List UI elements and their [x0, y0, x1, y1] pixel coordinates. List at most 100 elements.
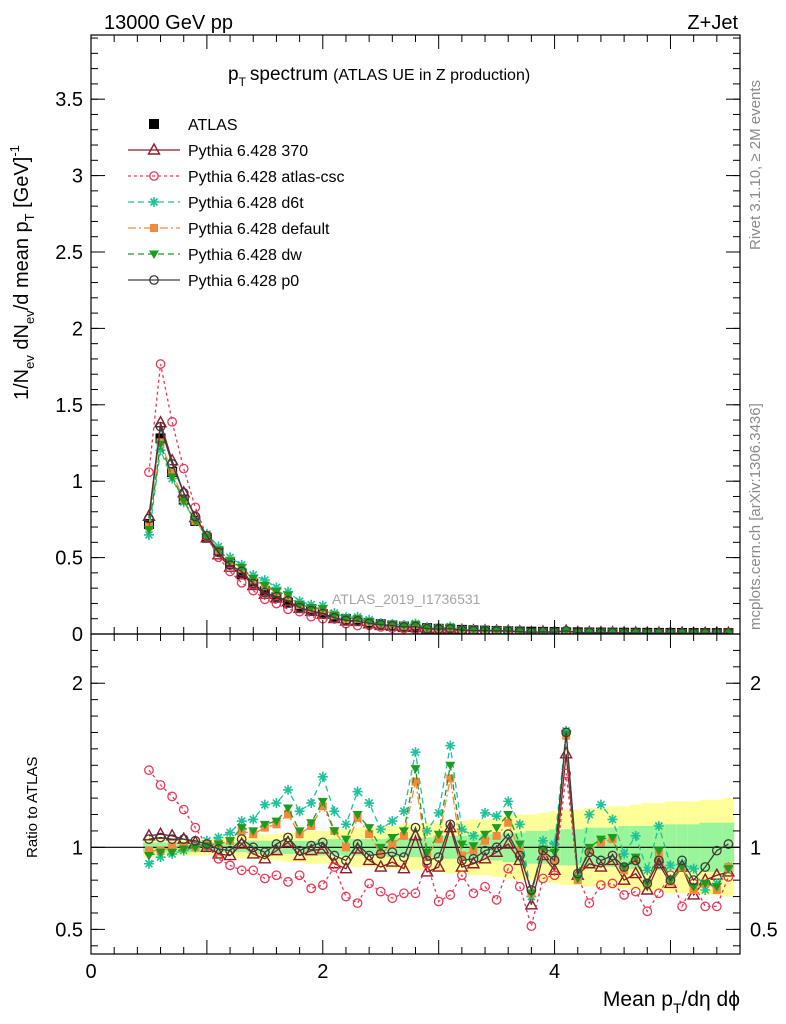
data-point-dw: [236, 563, 247, 573]
ratio-point-default: [504, 818, 513, 827]
data-point-p0: [213, 547, 224, 558]
ratio-point-dw: [398, 827, 409, 836]
ratio-point-dw: [711, 883, 722, 892]
ratio-point-d6t: [340, 819, 351, 830]
data-point-d6t: [271, 582, 282, 593]
ratio-point-p370: [385, 854, 400, 867]
data-point-p0: [561, 625, 572, 634]
ratio-point-atlascsc: [283, 876, 293, 887]
data-point-p0: [352, 616, 363, 626]
data-point-p0: [329, 612, 340, 623]
ratio-point-atlascsc: [700, 901, 711, 912]
ratio-point-p0: [653, 855, 664, 866]
ratio-point-atlascsc: [433, 896, 444, 907]
ratio-point-dw: [653, 847, 664, 856]
ratio-point-p0: [387, 847, 398, 858]
ratio-point-atlascsc: [607, 878, 618, 889]
ratio-point-dw: [422, 848, 433, 858]
data-point-p0: [167, 459, 178, 469]
ratio-point-p0: [561, 727, 572, 738]
ratio-point-p0: [468, 853, 479, 864]
ratio-point-dw: [248, 827, 259, 836]
data-point-p0: [399, 622, 409, 632]
ratio-point-dw: [155, 848, 166, 858]
ratio-y-axis-label: Ratio to ATLAS: [24, 757, 41, 858]
ratio-point-dw: [352, 811, 363, 820]
ratio-point-dw: [630, 853, 641, 863]
data-point-atlas: [271, 592, 282, 603]
ratio-point-dw: [364, 824, 375, 833]
data-point-dw: [225, 557, 236, 566]
ratio-point-p0: [213, 844, 224, 854]
ratio-point-default: [411, 777, 420, 786]
ratio-point-d6t: [642, 865, 653, 876]
ratio-point-p0: [225, 845, 235, 856]
top-y-axis-label: 1/Nev dNev/d mean pT [GeV]-1: [7, 145, 37, 400]
ratio-point-dw: [259, 820, 270, 830]
legend-label-dw: Pythia 6.428 dw: [188, 247, 302, 264]
ratio-point-d6t: [283, 784, 294, 795]
data-point-atlas: [236, 569, 247, 580]
ratio-point-atlascsc: [178, 804, 189, 815]
ratio-point-p370: [165, 828, 179, 841]
legend-marker-p370: [147, 142, 161, 155]
ratio-point-p0: [190, 835, 201, 846]
ratio-point-atlascsc: [630, 886, 641, 897]
ratio-point-default: [144, 846, 153, 855]
top-y-tick-label: 0.5: [55, 548, 83, 570]
data-point-p0: [480, 625, 490, 634]
data-point-p0: [503, 626, 514, 634]
ratio-point-atlascsc: [329, 862, 340, 872]
ratio-point-d6t: [514, 819, 525, 830]
data-point-default: [168, 468, 177, 477]
ratio-point-atlascsc: [456, 870, 467, 881]
data-point-p0: [422, 623, 432, 634]
ratio-point-p0: [711, 845, 722, 856]
ratio-point-dw: [329, 827, 340, 836]
ratio-point-p0: [399, 852, 409, 863]
ratio-point-atlascsc: [491, 894, 502, 905]
data-point-p0: [607, 627, 618, 634]
ratio-point-atlascsc: [399, 888, 409, 899]
ratio-point-d6t: [503, 796, 514, 807]
header-process: Z+Jet: [687, 12, 738, 34]
ratio-point-atlascsc: [503, 863, 514, 874]
ratio-point-dw: [503, 811, 514, 820]
ratio-point-atlascsc: [271, 870, 282, 881]
data-point-p0: [294, 602, 305, 613]
ratio-point-dw: [445, 761, 456, 771]
top-y-tick-label: 0: [72, 624, 83, 646]
data-point-p0: [271, 591, 282, 602]
ratio-point-default: [388, 840, 397, 849]
header-energy: 13000 GeV pp: [104, 12, 233, 34]
ratio-point-p0: [503, 829, 514, 840]
ratio-point-p0: [201, 839, 212, 849]
ratio-point-d6t: [549, 839, 560, 850]
ratio-point-d6t: [468, 830, 479, 841]
data-point-p0: [155, 421, 166, 432]
ratio-point-default: [481, 836, 490, 845]
ratio-point-dw: [549, 848, 560, 858]
top-y-tick-label: 2.5: [55, 242, 83, 264]
ratio-point-dw: [491, 824, 502, 833]
ratio-point-d6t: [653, 821, 664, 831]
ratio-point-atlascsc: [259, 873, 270, 884]
ratio-point-d6t: [688, 863, 699, 874]
ratio-point-p0: [665, 875, 676, 886]
top-panel-series: [142, 359, 734, 634]
ratio-point-d6t: [387, 816, 398, 827]
ratio-point-atlascsc: [468, 888, 479, 899]
legend-label-default: Pythia 6.428 default: [188, 221, 330, 238]
ratio-point-p370: [431, 859, 446, 872]
ratio-point-p0: [526, 885, 537, 895]
ratio-panel-frame: [90, 633, 741, 955]
ratio-point-dw: [283, 804, 294, 813]
side-label-rivet: Rivet 3.1.10, ≥ 2M events: [747, 80, 764, 250]
ratio-point-d6t: [352, 786, 363, 797]
data-point-p0: [225, 560, 235, 571]
legend-label-p0: Pythia 6.428 p0: [188, 273, 299, 290]
ratio-point-dw: [317, 797, 328, 807]
data-point-d6t: [143, 529, 154, 540]
ratio-point-dw: [178, 845, 189, 854]
data-point-d6t: [259, 575, 270, 586]
